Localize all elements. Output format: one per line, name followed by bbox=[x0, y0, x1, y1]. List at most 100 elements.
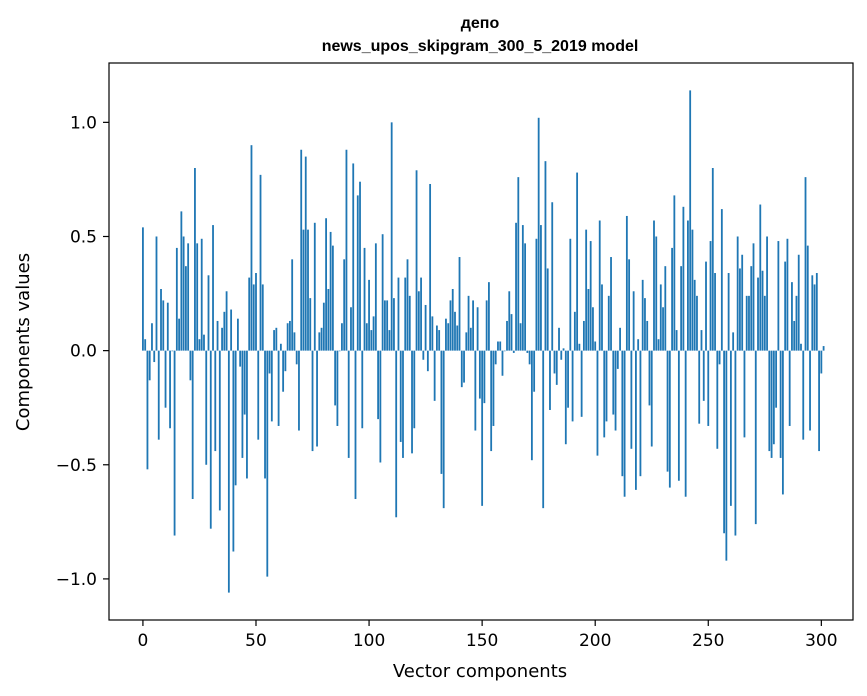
bar-186 bbox=[562, 348, 565, 351]
bar-21 bbox=[189, 350, 192, 381]
bar-55 bbox=[266, 350, 269, 577]
bar-52 bbox=[259, 174, 262, 351]
bar-96 bbox=[359, 181, 361, 351]
bar-205 bbox=[605, 350, 608, 422]
bar-277 bbox=[768, 350, 771, 452]
bar-174 bbox=[535, 238, 538, 351]
bar-169 bbox=[524, 243, 527, 351]
bar-261 bbox=[732, 332, 735, 351]
bar-24 bbox=[196, 243, 199, 351]
bar-17 bbox=[180, 211, 183, 351]
bar-194 bbox=[580, 350, 583, 417]
bar-162 bbox=[508, 291, 511, 351]
bar-195 bbox=[582, 320, 585, 351]
bar-66 bbox=[291, 259, 294, 351]
bar-187 bbox=[564, 350, 567, 445]
bar-247 bbox=[700, 330, 703, 351]
bar-44 bbox=[241, 350, 244, 458]
bar-148 bbox=[476, 307, 479, 351]
bar-48 bbox=[250, 145, 253, 351]
bar-140 bbox=[458, 257, 461, 351]
bar-6 bbox=[155, 236, 158, 351]
bar-42 bbox=[236, 318, 239, 351]
bar-157 bbox=[497, 341, 499, 351]
bar-81 bbox=[325, 218, 327, 351]
bar-130 bbox=[435, 325, 438, 351]
bar-266 bbox=[743, 350, 746, 438]
bar-235 bbox=[673, 195, 676, 351]
bar-251 bbox=[709, 241, 712, 351]
bar-264 bbox=[739, 268, 741, 351]
bar-262 bbox=[734, 350, 737, 536]
bar-20 bbox=[187, 243, 190, 351]
bar-126 bbox=[426, 350, 429, 372]
bar-95 bbox=[356, 195, 359, 351]
bar-167 bbox=[519, 323, 522, 351]
x-axis-label: Vector components bbox=[393, 661, 567, 682]
bar-4 bbox=[151, 323, 153, 351]
bar-141 bbox=[460, 350, 463, 388]
bar-68 bbox=[295, 350, 298, 365]
x-tick-label: 250 bbox=[692, 631, 724, 651]
bar-155 bbox=[492, 350, 495, 426]
bar-41 bbox=[234, 350, 237, 486]
bar-225 bbox=[650, 350, 653, 447]
bar-39 bbox=[230, 309, 233, 351]
bar-145 bbox=[469, 327, 472, 351]
bar-85 bbox=[334, 350, 337, 406]
bar-71 bbox=[302, 229, 305, 351]
bar-131 bbox=[438, 330, 441, 351]
bar-152 bbox=[485, 300, 488, 351]
bar-269 bbox=[750, 266, 753, 351]
bar-226 bbox=[653, 220, 655, 351]
bar-120 bbox=[413, 350, 416, 429]
bar-104 bbox=[377, 350, 380, 420]
bar-259 bbox=[727, 273, 730, 351]
bar-161 bbox=[506, 320, 508, 351]
bar-179 bbox=[546, 268, 549, 351]
bar-268 bbox=[748, 295, 750, 351]
bar-123 bbox=[420, 277, 422, 351]
bar-200 bbox=[594, 341, 597, 351]
bar-10 bbox=[164, 350, 167, 408]
bar-286 bbox=[788, 350, 791, 426]
bar-137 bbox=[451, 288, 454, 351]
bar-276 bbox=[766, 236, 768, 351]
bar-224 bbox=[648, 350, 651, 406]
bar-98 bbox=[363, 247, 366, 351]
bar-50 bbox=[255, 273, 257, 351]
x-tick-label: 150 bbox=[466, 631, 498, 651]
bar-108 bbox=[386, 300, 389, 351]
bar-209 bbox=[614, 350, 617, 431]
bar-13 bbox=[171, 350, 174, 352]
bar-223 bbox=[646, 320, 649, 351]
bar-150 bbox=[481, 350, 484, 506]
bar-57 bbox=[270, 350, 273, 422]
bar-135 bbox=[447, 323, 450, 351]
bar-257 bbox=[723, 350, 726, 534]
bar-5 bbox=[153, 350, 156, 363]
bar-288 bbox=[793, 320, 796, 351]
bar-214 bbox=[625, 215, 628, 351]
bar-31 bbox=[212, 225, 214, 351]
bar-233 bbox=[668, 350, 671, 488]
bar-93 bbox=[352, 163, 355, 351]
bar-160 bbox=[503, 350, 506, 352]
bar-250 bbox=[707, 350, 710, 426]
bar-168 bbox=[521, 225, 524, 351]
bar-213 bbox=[623, 350, 626, 497]
bar-119 bbox=[411, 350, 413, 454]
bar-254 bbox=[716, 350, 719, 449]
bar-40 bbox=[232, 350, 235, 552]
bar-180 bbox=[549, 350, 551, 410]
bar-115 bbox=[402, 350, 404, 458]
bar-97 bbox=[361, 350, 364, 429]
bar-170 bbox=[526, 350, 529, 353]
bar-15 bbox=[175, 247, 178, 351]
bar-218 bbox=[635, 350, 637, 490]
bar-217 bbox=[632, 291, 635, 351]
bar-35 bbox=[221, 327, 223, 351]
bar-64 bbox=[286, 323, 289, 351]
bar-193 bbox=[578, 343, 581, 351]
chart-subtitle: news_upos_skipgram_300_5_2019 model bbox=[322, 38, 639, 55]
